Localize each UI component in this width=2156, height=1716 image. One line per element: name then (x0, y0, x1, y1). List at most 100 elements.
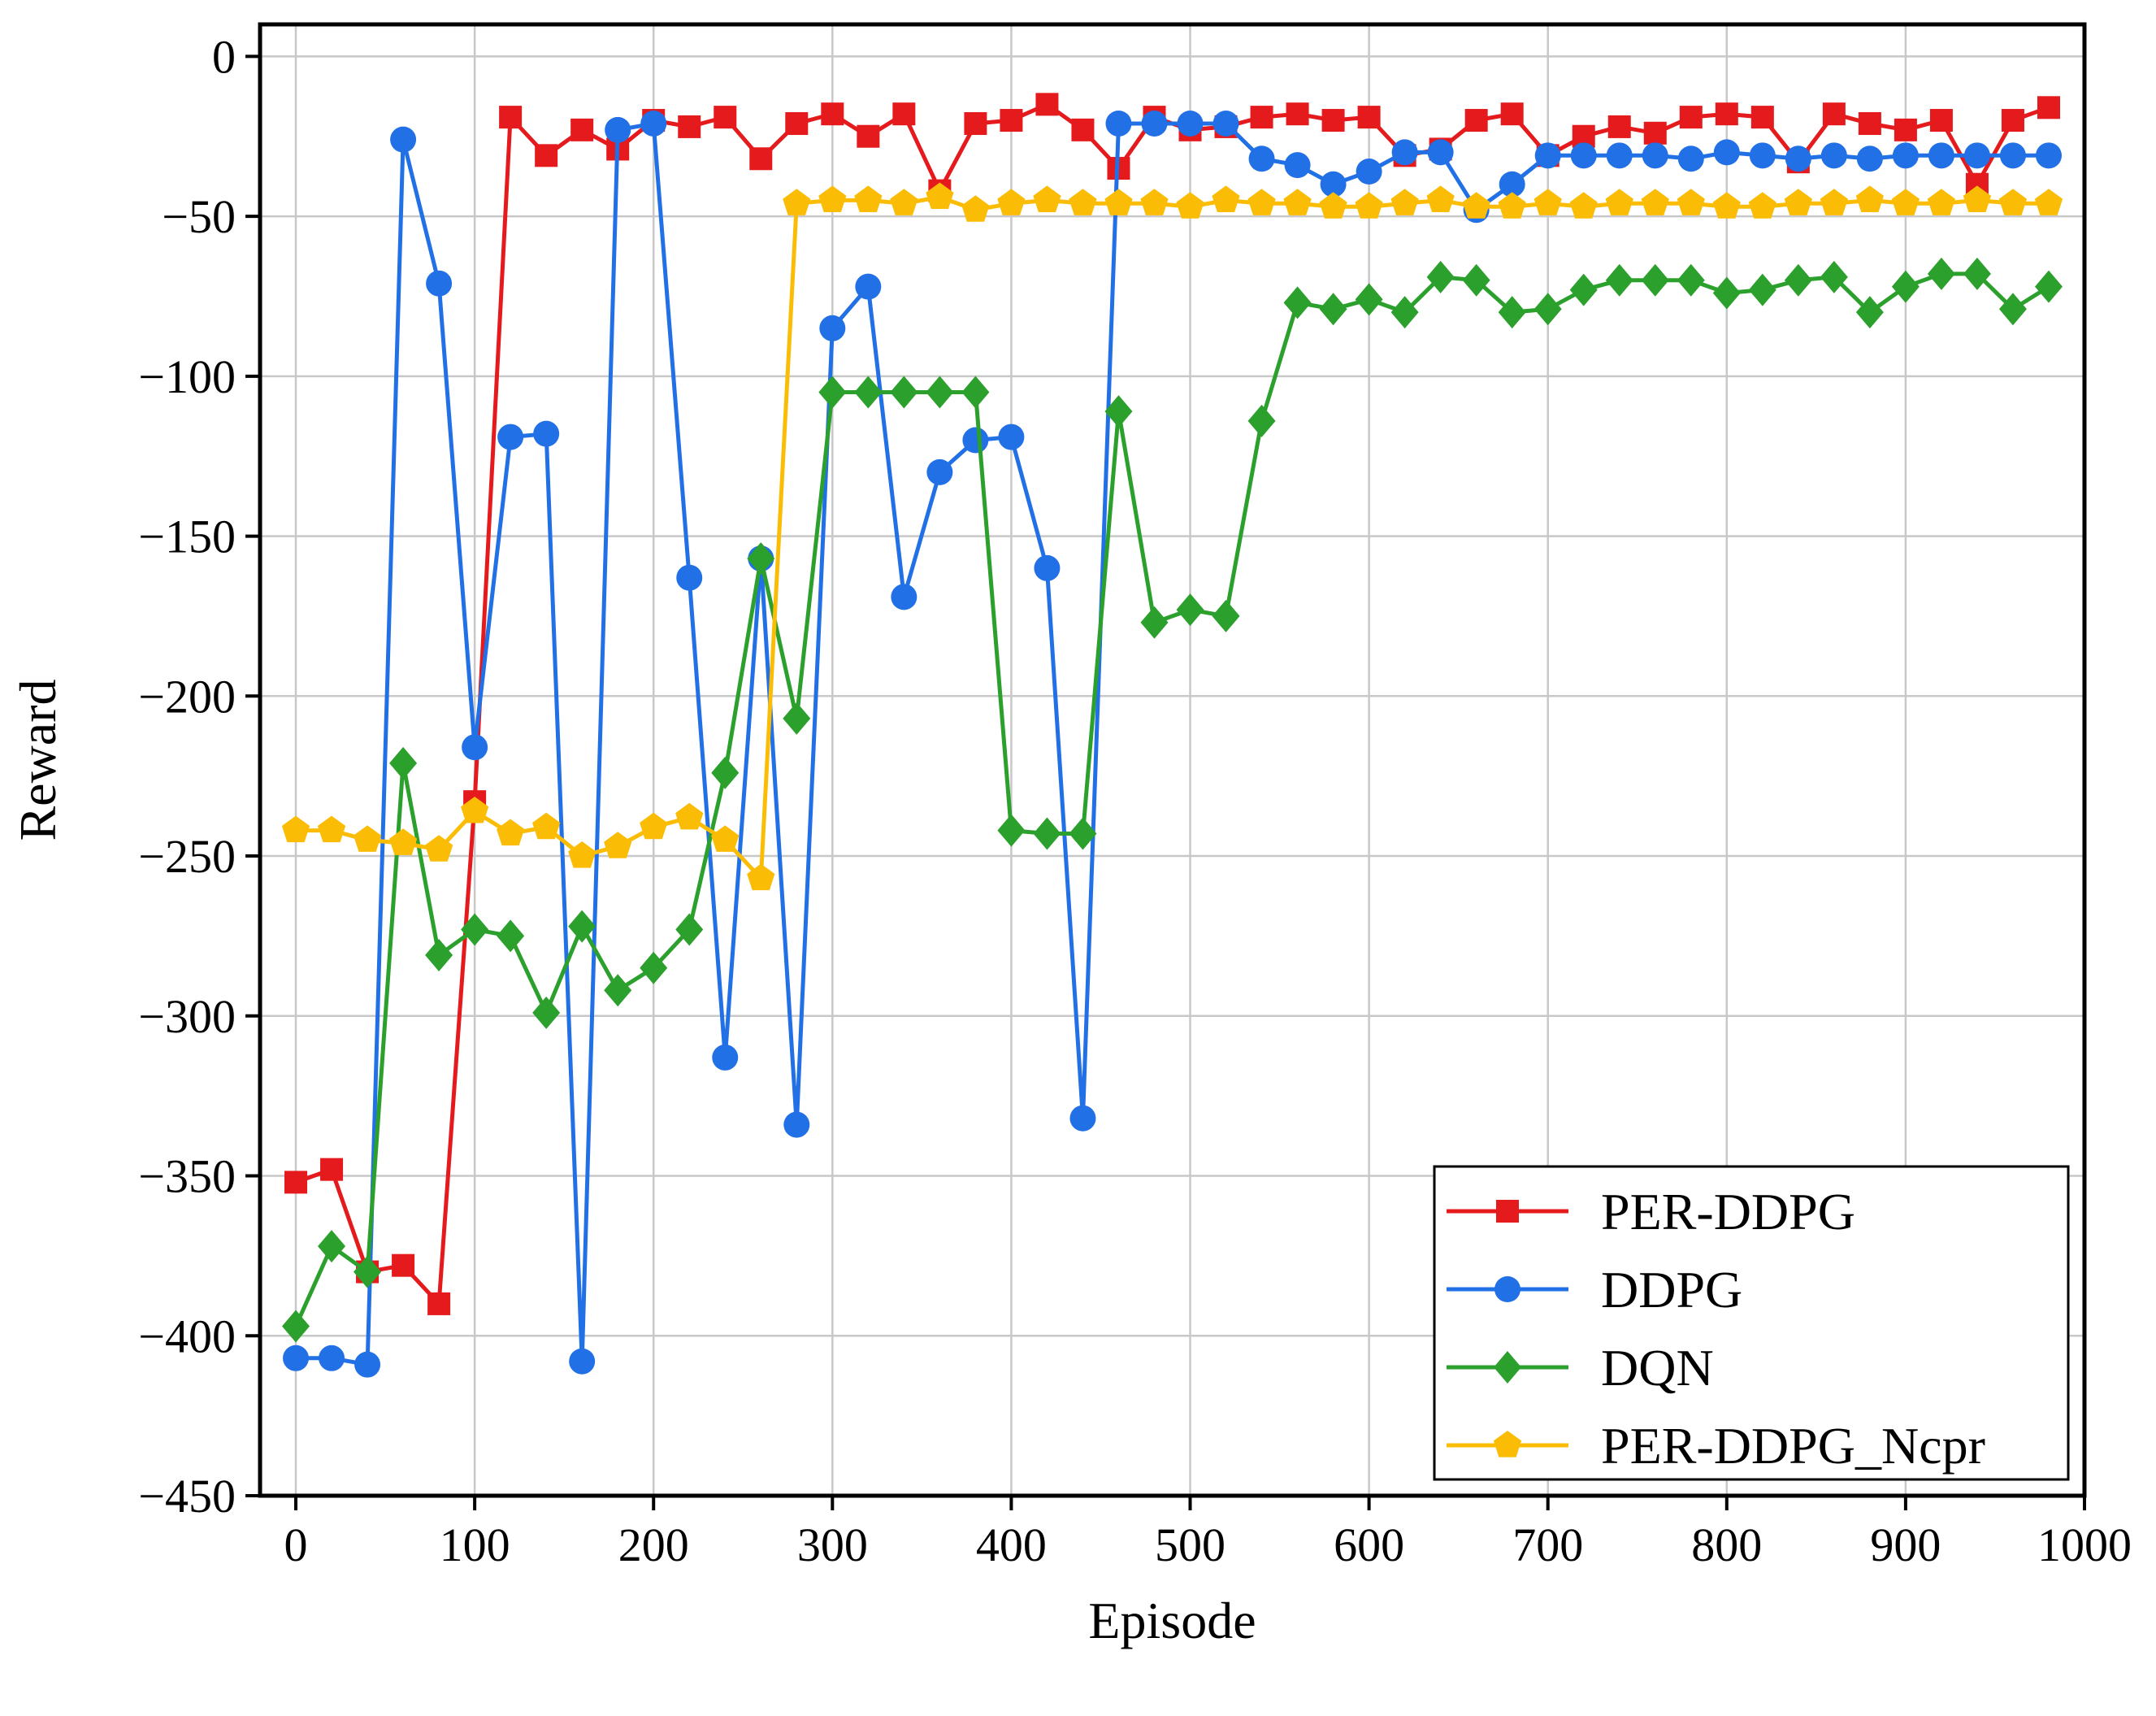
data-point-per-ddpg-ncpr (783, 189, 811, 215)
data-point-dqn (1355, 283, 1383, 316)
data-point-dqn (282, 1310, 310, 1343)
data-point-ddpg (855, 273, 882, 300)
data-point-ddpg (891, 584, 917, 610)
data-point-dqn (1533, 293, 1562, 326)
series-group (281, 93, 2063, 1378)
data-point-per-ddpg-ncpr (1104, 189, 1133, 215)
data-point-ddpg (390, 126, 417, 153)
data-point-ddpg (462, 734, 488, 761)
axis-ticks: 0 100 200 300 400 500 600 700 800 900 1000 0 −50 −100… (138, 30, 2132, 1571)
y-tick-label: −300 (138, 990, 236, 1043)
data-point-per-ddpg-ncpr (711, 825, 740, 852)
data-point-per-ddpg-ncpr (1283, 189, 1312, 215)
data-point-per-ddpg (499, 106, 523, 129)
x-tick-label: 600 (1334, 1518, 1404, 1571)
data-point-per-ddpg (857, 124, 880, 148)
data-point-dqn (389, 746, 418, 780)
data-point-per-ddpg (392, 1253, 415, 1277)
data-point-ddpg (998, 424, 1025, 450)
data-point-per-ddpg-ncpr (1176, 192, 1204, 219)
data-point-ddpg (283, 1345, 310, 1371)
data-point-per-ddpg (1858, 111, 1881, 135)
data-point-per-ddpg (570, 118, 594, 141)
data-point-dqn (783, 702, 811, 735)
data-point-dqn (1212, 599, 1240, 632)
data-point-dqn (818, 376, 847, 409)
data-point-per-ddpg (749, 147, 773, 171)
data-point-per-ddpg (892, 102, 916, 126)
data-point-per-ddpg-ncpr (1498, 192, 1526, 219)
series-ddpg (283, 110, 2062, 1378)
data-point-per-ddpg-ncpr (1605, 189, 1633, 215)
legend-marker-ddpg (1494, 1276, 1520, 1302)
data-point-dqn (497, 919, 525, 953)
data-point-per-ddpg (1500, 102, 1524, 126)
data-point-per-ddpg-ncpr (1641, 189, 1669, 215)
legend-label-per-ddpg: PER-DDPG (1601, 1183, 1855, 1240)
data-point-ddpg (354, 1351, 381, 1378)
data-point-dqn (854, 376, 883, 409)
data-point-per-ddpg-ncpr (1390, 189, 1419, 215)
data-point-dqn (961, 376, 990, 409)
data-point-ddpg (640, 110, 667, 137)
data-point-per-ddpg-ncpr (425, 835, 453, 862)
data-point-ddpg (1749, 142, 1776, 169)
legend-label-per-ddpg-ncpr: PER-DDPG_Ncpr (1601, 1417, 1985, 1475)
plot-frame (258, 22, 2087, 1498)
data-point-dqn (1820, 260, 1848, 293)
data-point-dqn (1426, 260, 1455, 293)
data-point-per-ddpg (1357, 106, 1381, 129)
data-point-per-ddpg-ncpr (1462, 192, 1490, 219)
data-point-ddpg (533, 420, 560, 447)
data-point-dqn (1784, 263, 1812, 297)
data-point-dqn (1677, 263, 1705, 297)
data-point-ddpg (1713, 139, 1740, 166)
data-point-per-ddpg-ncpr (1569, 192, 1598, 219)
y-tick-label: −450 (138, 1470, 236, 1523)
legend-marker-dqn (1494, 1351, 1521, 1384)
data-point-per-ddpg-ncpr (747, 863, 775, 891)
data-point-ddpg (676, 564, 703, 591)
data-point-ddpg (1963, 142, 1990, 169)
data-point-dqn (1390, 296, 1419, 329)
data-point-dqn (675, 913, 704, 946)
data-point-dqn (1712, 276, 1741, 310)
data-point-dqn (1283, 286, 1312, 319)
data-point-dqn (997, 814, 1026, 847)
data-point-per-ddpg (1071, 118, 1095, 141)
data-point-per-ddpg-ncpr (1891, 189, 1920, 215)
data-point-per-ddpg-ncpr (1319, 192, 1347, 219)
data-point-ddpg (1320, 171, 1347, 198)
x-tick-label: 300 (797, 1518, 868, 1571)
data-point-ddpg (1928, 142, 1954, 169)
data-point-dqn (532, 996, 561, 1029)
data-point-per-ddpg-ncpr (1677, 189, 1705, 215)
data-point-per-ddpg-ncpr (1820, 189, 1848, 215)
data-point-per-ddpg-ncpr (640, 812, 668, 840)
data-point-per-ddpg (1679, 106, 1703, 129)
x-tick-label: 400 (976, 1518, 1047, 1571)
data-point-per-ddpg-ncpr (532, 812, 561, 840)
data-point-ddpg (1284, 152, 1311, 179)
series-dqn (282, 257, 2063, 1343)
y-tick-label: −200 (138, 670, 236, 723)
data-point-per-ddpg-ncpr (1855, 185, 1884, 212)
data-point-dqn (318, 1230, 346, 1263)
x-tick-label: 700 (1512, 1518, 1583, 1571)
data-point-per-ddpg-ncpr (1784, 189, 1812, 215)
data-point-per-ddpg (1250, 106, 1273, 129)
y-tick-label: −400 (138, 1310, 236, 1362)
legend-box (1433, 1165, 2070, 1481)
data-point-ddpg (2035, 142, 2062, 169)
data-point-ddpg (783, 1111, 810, 1138)
x-tick-label: 800 (1691, 1518, 1762, 1571)
data-point-per-ddpg-ncpr (675, 802, 704, 830)
data-point-per-ddpg-ncpr (1998, 189, 2028, 215)
x-tick-label: 100 (440, 1518, 510, 1571)
x-tick-label: 0 (284, 1518, 308, 1571)
data-point-per-ddpg-ncpr (497, 819, 525, 846)
data-point-per-ddpg-ncpr (461, 797, 489, 823)
legend-label-ddpg: DDPG (1601, 1261, 1742, 1318)
data-point-ddpg (1785, 146, 1811, 172)
